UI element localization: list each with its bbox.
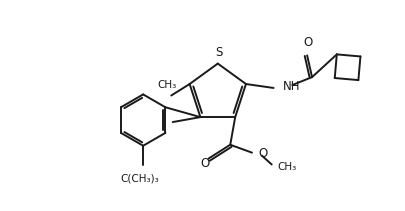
Text: CH₃: CH₃ bbox=[278, 162, 297, 172]
Text: S: S bbox=[215, 46, 222, 59]
Text: O: O bbox=[303, 37, 313, 49]
Text: C(CH₃)₃: C(CH₃)₃ bbox=[121, 173, 160, 183]
Text: O: O bbox=[200, 157, 209, 170]
Text: CH₃: CH₃ bbox=[158, 80, 177, 90]
Text: O: O bbox=[258, 147, 267, 160]
Text: NH: NH bbox=[282, 80, 300, 93]
